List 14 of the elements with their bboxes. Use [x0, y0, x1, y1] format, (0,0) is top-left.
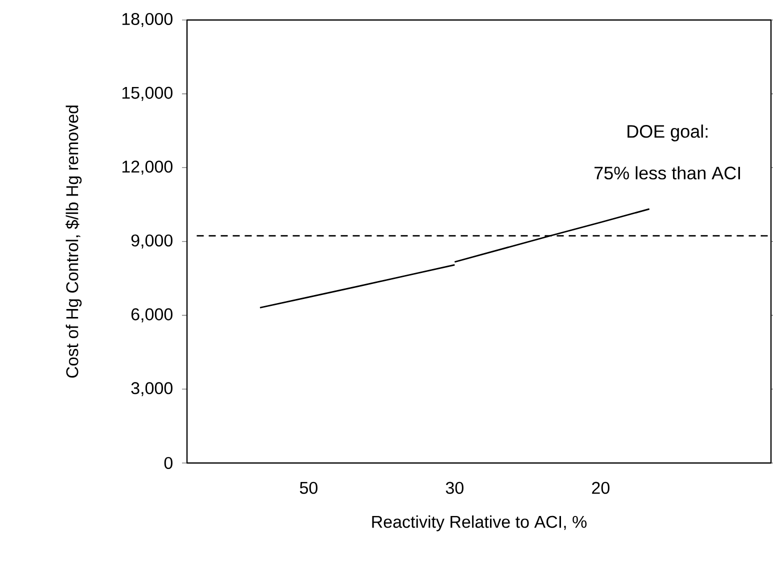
y-tick-label: 15,000 [122, 86, 172, 101]
y-tick-label: 9,000 [131, 234, 172, 249]
y-axis-title: Cost of Hg Control, $/lb Hg removed [66, 106, 82, 378]
annotation: DOE goal: [628, 124, 708, 142]
x-tick-label: 30 [446, 482, 464, 494]
y-tick-label: 0 [164, 456, 172, 470]
x-tick-label: 20 [592, 482, 610, 494]
x-axis-title: Reactivity Relative to ACI, % [372, 515, 587, 532]
y-tick-label: 3,000 [131, 382, 172, 396]
annotation: 75% less than ACI [594, 166, 740, 180]
y-tick-label: 6,000 [131, 308, 172, 322]
y-tick-label: 12,000 [122, 160, 172, 175]
x-tick-label: 50 [300, 482, 318, 494]
y-tick-label: 18,000 [122, 12, 172, 28]
